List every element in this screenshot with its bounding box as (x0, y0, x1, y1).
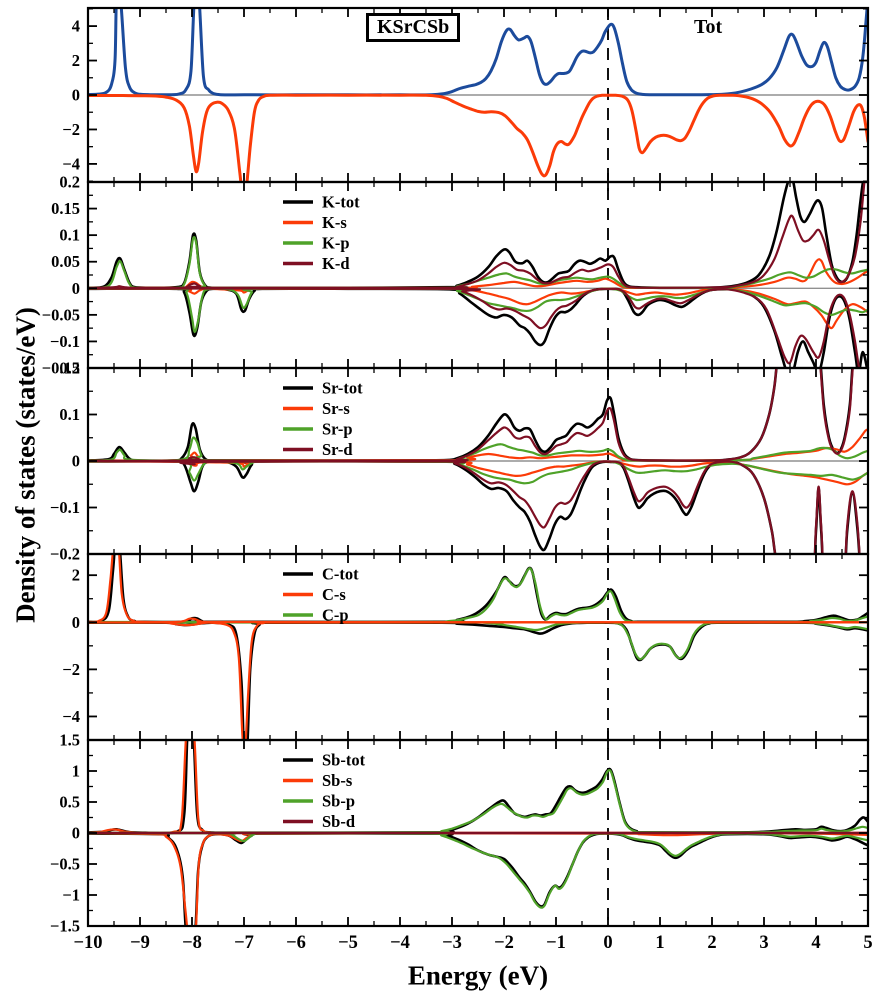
y-tick-label: −0.2 (50, 545, 80, 564)
curve-Sr-p-dn (89, 459, 867, 485)
x-tick-label: −3 (442, 933, 462, 953)
curve-Sb-p-dn (89, 832, 867, 909)
curve-C-p-dn (89, 621, 867, 661)
curve-Sr-s-up (89, 428, 867, 462)
legend-label-Sr-tot: Sr-tot (322, 379, 363, 398)
curve-Sr-tot-dn (89, 459, 861, 553)
legend-label-Sb-p: Sb-p (322, 792, 355, 811)
curve-K-d-up (89, 183, 866, 290)
x-tick-label: −1 (546, 933, 566, 953)
legend-label-Sr-s: Sr-s (322, 399, 350, 418)
y-tick-label: −1.5 (50, 917, 80, 936)
legend-label-K-tot: K-tot (322, 193, 360, 212)
y-tick-label: 0 (72, 279, 80, 298)
y-axis-title: Density of states (states/eV) (10, 307, 41, 623)
x-tick-label: −5 (338, 933, 358, 953)
curve-Sr-p-up (89, 436, 867, 462)
legend-label-K-s: K-s (322, 213, 347, 232)
legend-label-C-tot: C-tot (322, 565, 359, 584)
legend-label-Sb-s: Sb-s (322, 771, 353, 790)
legend-label-C-s: C-s (322, 585, 346, 604)
x-tick-label: −8 (182, 933, 202, 953)
curve-Tot-dn (89, 93, 867, 181)
x-tick-label: 2 (707, 933, 716, 953)
x-tick-label: 0 (603, 933, 612, 953)
x-tick-label: −7 (234, 933, 254, 953)
y-tick-label: 0.1 (59, 405, 80, 424)
curve-Sr-d-dn (89, 460, 861, 553)
x-tick-label: 1 (655, 933, 664, 953)
y-tick-label: 0 (72, 824, 80, 843)
curve-Sr-tot-up (89, 369, 854, 463)
panel-total (89, 9, 867, 181)
x-tick-label: −6 (286, 933, 306, 953)
x-tick-label: 5 (863, 933, 872, 953)
total-dos-label: Tot (694, 16, 723, 38)
curve-Tot-up (89, 9, 867, 97)
x-tick-label: −4 (390, 933, 410, 953)
y-tick-label: −0.05 (42, 305, 80, 324)
y-tick-label: −4 (62, 154, 80, 173)
y-tick-label: 4 (72, 17, 80, 36)
curve-Sb-s-dn (89, 832, 867, 925)
y-tick-label: 0 (72, 452, 80, 471)
y-tick-label: 0.05 (51, 252, 80, 271)
panel-frame-C (86, 552, 870, 742)
legend-label-Sr-p: Sr-p (322, 420, 353, 439)
y-tick-label: 0.5 (59, 793, 80, 812)
legend-label-K-d: K-d (322, 254, 350, 273)
legend-label-Sb-tot: Sb-tot (322, 751, 366, 770)
panel-C (89, 555, 867, 739)
x-axis-title: Energy (eV) (407, 960, 549, 991)
curve-C-s-dn (89, 621, 867, 739)
x-tick-label: 4 (811, 933, 820, 953)
y-tick-label: 2 (72, 566, 80, 585)
y-tick-label: 1 (72, 762, 80, 781)
y-tick-label: 0 (72, 613, 80, 632)
curve-K-tot-dn (89, 287, 867, 367)
curve-Sb-tot-up (89, 741, 867, 835)
y-tick-label: 0.1 (59, 226, 80, 245)
legend-label-Sb-d: Sb-d (322, 812, 355, 831)
x-tick-label: 3 (759, 933, 768, 953)
panel-K (89, 183, 867, 367)
y-tick-label: −0.5 (50, 855, 80, 874)
x-tick-label: −9 (130, 933, 150, 953)
y-tick-label: −4 (62, 707, 80, 726)
curve-K-p-dn (89, 287, 867, 334)
y-tick-label: −2 (62, 660, 80, 679)
x-tick-label: −10 (73, 933, 102, 953)
panel-Sb (89, 741, 867, 925)
x-tick-label: −2 (494, 933, 514, 953)
compound-label: KSrCSb (366, 13, 461, 42)
legend-label-C-p: C-p (322, 606, 349, 625)
curve-Sb-p-up (89, 769, 867, 834)
curve-Sb-s-up (89, 741, 867, 835)
y-tick-label: 2 (72, 51, 80, 70)
legend-label-K-p: K-p (322, 234, 350, 253)
y-tick-label: −1 (62, 886, 80, 905)
legend-label-Sr-d: Sr-d (322, 440, 353, 459)
y-tick-label: 0.15 (51, 199, 80, 218)
y-tick-label: −0.1 (50, 332, 80, 351)
y-tick-label: 0.2 (59, 173, 80, 192)
curve-C-p-up (89, 567, 867, 624)
y-tick-label: −0.15 (42, 359, 80, 378)
y-tick-label: 0.2 (59, 359, 80, 378)
curve-K-d-dn (89, 287, 861, 367)
y-tick-label: −2 (62, 120, 80, 139)
panel-Sr (89, 369, 867, 553)
curve-Sr-d-up (89, 369, 854, 462)
y-tick-label: 0 (72, 86, 80, 105)
y-tick-label: −0.1 (50, 498, 80, 517)
y-tick-label: 1.5 (59, 731, 80, 750)
